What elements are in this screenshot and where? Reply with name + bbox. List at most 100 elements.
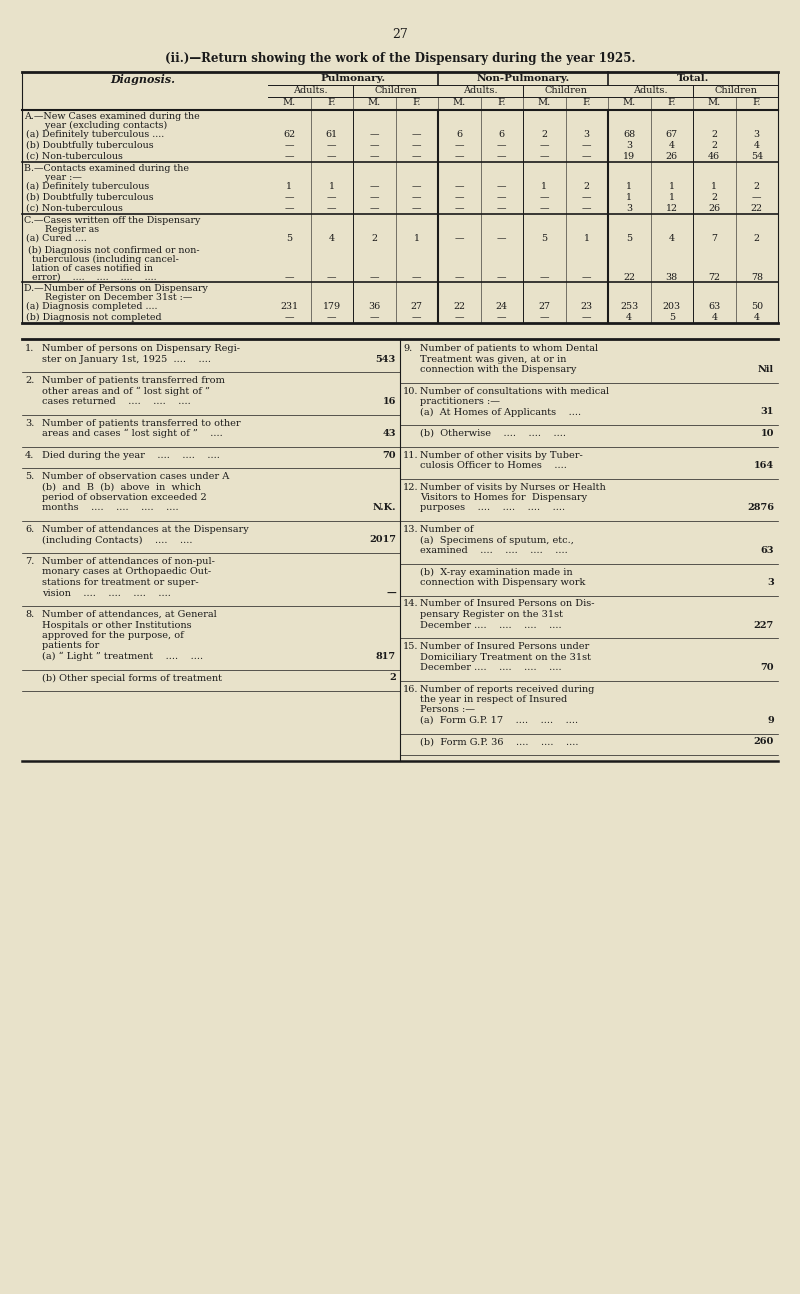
Text: —: — xyxy=(285,204,294,214)
Text: 1: 1 xyxy=(669,193,674,202)
Text: (b) Other special forms of treatment: (b) Other special forms of treatment xyxy=(42,673,222,683)
Text: examined    ....    ....    ....    ....: examined .... .... .... .... xyxy=(420,546,568,555)
Text: 5: 5 xyxy=(626,234,632,243)
Text: 16: 16 xyxy=(382,397,396,406)
Text: ster on January 1st, 1925  ....    ....: ster on January 1st, 1925 .... .... xyxy=(42,355,211,364)
Text: Pulmonary.: Pulmonary. xyxy=(321,74,386,83)
Text: 1.: 1. xyxy=(25,344,34,353)
Text: —: — xyxy=(497,273,506,282)
Text: 31: 31 xyxy=(761,408,774,417)
Text: Number of attendances at the Dispensary: Number of attendances at the Dispensary xyxy=(42,525,249,534)
Text: (including Contacts)    ....    ....: (including Contacts) .... .... xyxy=(42,536,193,545)
Text: Children: Children xyxy=(714,85,757,94)
Text: —: — xyxy=(412,141,422,150)
Text: 43: 43 xyxy=(382,430,396,437)
Text: (a) Cured ....: (a) Cured .... xyxy=(26,234,86,243)
Text: —: — xyxy=(539,151,549,160)
Text: 6: 6 xyxy=(498,129,505,138)
Text: —: — xyxy=(327,313,337,322)
Text: —: — xyxy=(285,273,294,282)
Text: 2: 2 xyxy=(371,234,378,243)
Text: 36: 36 xyxy=(368,302,380,311)
Text: 2: 2 xyxy=(754,182,760,192)
Text: 3: 3 xyxy=(767,578,774,587)
Text: connection with the Dispensary: connection with the Dispensary xyxy=(420,365,576,374)
Text: (b) Diagnosis not completed: (b) Diagnosis not completed xyxy=(26,313,162,322)
Text: —: — xyxy=(497,141,506,150)
Text: Domiciliary Treatment on the 31st: Domiciliary Treatment on the 31st xyxy=(420,652,591,661)
Text: (b) Doubtfully tuberculous: (b) Doubtfully tuberculous xyxy=(26,193,154,202)
Text: 1: 1 xyxy=(329,182,334,192)
Text: Hospitals or other Institutions: Hospitals or other Institutions xyxy=(42,621,192,629)
Text: 11.: 11. xyxy=(403,450,418,459)
Text: 227: 227 xyxy=(754,621,774,629)
Text: 54: 54 xyxy=(750,151,763,160)
Text: Diagnosis.: Diagnosis. xyxy=(110,74,175,85)
Text: —: — xyxy=(370,182,379,192)
Text: 1: 1 xyxy=(626,193,632,202)
Text: Number of consultations with medical: Number of consultations with medical xyxy=(420,387,609,396)
Text: 70: 70 xyxy=(382,450,396,459)
Text: practitioners :—: practitioners :— xyxy=(420,397,500,406)
Text: —: — xyxy=(582,193,591,202)
Text: 3: 3 xyxy=(754,129,760,138)
Text: 7: 7 xyxy=(711,234,718,243)
Text: 12.: 12. xyxy=(403,483,418,492)
Text: 179: 179 xyxy=(322,302,341,311)
Text: —: — xyxy=(412,151,422,160)
Text: —: — xyxy=(454,313,464,322)
Text: 50: 50 xyxy=(750,302,763,311)
Text: —: — xyxy=(285,141,294,150)
Text: 2: 2 xyxy=(390,673,396,682)
Text: error)    ....    ....    ....    ....: error) .... .... .... .... xyxy=(32,273,157,282)
Text: —: — xyxy=(370,204,379,214)
Text: D.—Number of Persons on Dispensary: D.—Number of Persons on Dispensary xyxy=(24,283,208,292)
Text: F.: F. xyxy=(667,98,676,107)
Text: 67: 67 xyxy=(666,129,678,138)
Text: 2876: 2876 xyxy=(747,503,774,512)
Text: 260: 260 xyxy=(754,738,774,747)
Text: 1: 1 xyxy=(626,182,632,192)
Text: 1: 1 xyxy=(584,234,590,243)
Text: 4: 4 xyxy=(669,141,674,150)
Text: 4.: 4. xyxy=(25,450,34,459)
Text: 5: 5 xyxy=(286,234,292,243)
Text: approved for the purpose, of: approved for the purpose, of xyxy=(42,631,184,641)
Text: 2.: 2. xyxy=(25,377,34,386)
Text: (c) Non-tuberculous: (c) Non-tuberculous xyxy=(26,151,123,160)
Text: —: — xyxy=(539,193,549,202)
Text: Register as: Register as xyxy=(24,225,99,234)
Text: —: — xyxy=(412,204,422,214)
Text: —: — xyxy=(497,204,506,214)
Text: pensary Register on the 31st: pensary Register on the 31st xyxy=(420,609,563,619)
Text: 8.: 8. xyxy=(25,609,34,619)
Text: —: — xyxy=(497,182,506,192)
Text: —: — xyxy=(285,151,294,160)
Text: —: — xyxy=(412,182,422,192)
Text: (c) Non-tuberculous: (c) Non-tuberculous xyxy=(26,204,123,214)
Text: M.: M. xyxy=(282,98,296,107)
Text: 27: 27 xyxy=(392,28,408,41)
Text: monary cases at Orthopaedic Out-: monary cases at Orthopaedic Out- xyxy=(42,568,211,577)
Text: 4: 4 xyxy=(754,141,760,150)
Text: Number of reports received during: Number of reports received during xyxy=(420,685,594,694)
Text: —: — xyxy=(285,193,294,202)
Text: —: — xyxy=(285,313,294,322)
Text: the year in respect of Insured: the year in respect of Insured xyxy=(420,695,567,704)
Text: 2: 2 xyxy=(542,129,547,138)
Text: 817: 817 xyxy=(376,652,396,661)
Text: 4: 4 xyxy=(626,313,632,322)
Text: (a)  Form G.P. 17    ....    ....    ....: (a) Form G.P. 17 .... .... .... xyxy=(420,716,578,725)
Text: —: — xyxy=(497,193,506,202)
Text: tuberculous (including cancel-: tuberculous (including cancel- xyxy=(32,255,179,264)
Text: Register on December 31st :—: Register on December 31st :— xyxy=(24,292,192,302)
Text: 63: 63 xyxy=(708,302,720,311)
Text: F.: F. xyxy=(753,98,761,107)
Text: months    ....    ....    ....    ....: months .... .... .... .... xyxy=(42,503,178,512)
Text: M.: M. xyxy=(368,98,381,107)
Text: —: — xyxy=(370,313,379,322)
Text: (a) Diagnosis completed ....: (a) Diagnosis completed .... xyxy=(26,302,158,311)
Text: 1: 1 xyxy=(542,182,547,192)
Text: —: — xyxy=(454,234,464,243)
Text: 2: 2 xyxy=(711,193,718,202)
